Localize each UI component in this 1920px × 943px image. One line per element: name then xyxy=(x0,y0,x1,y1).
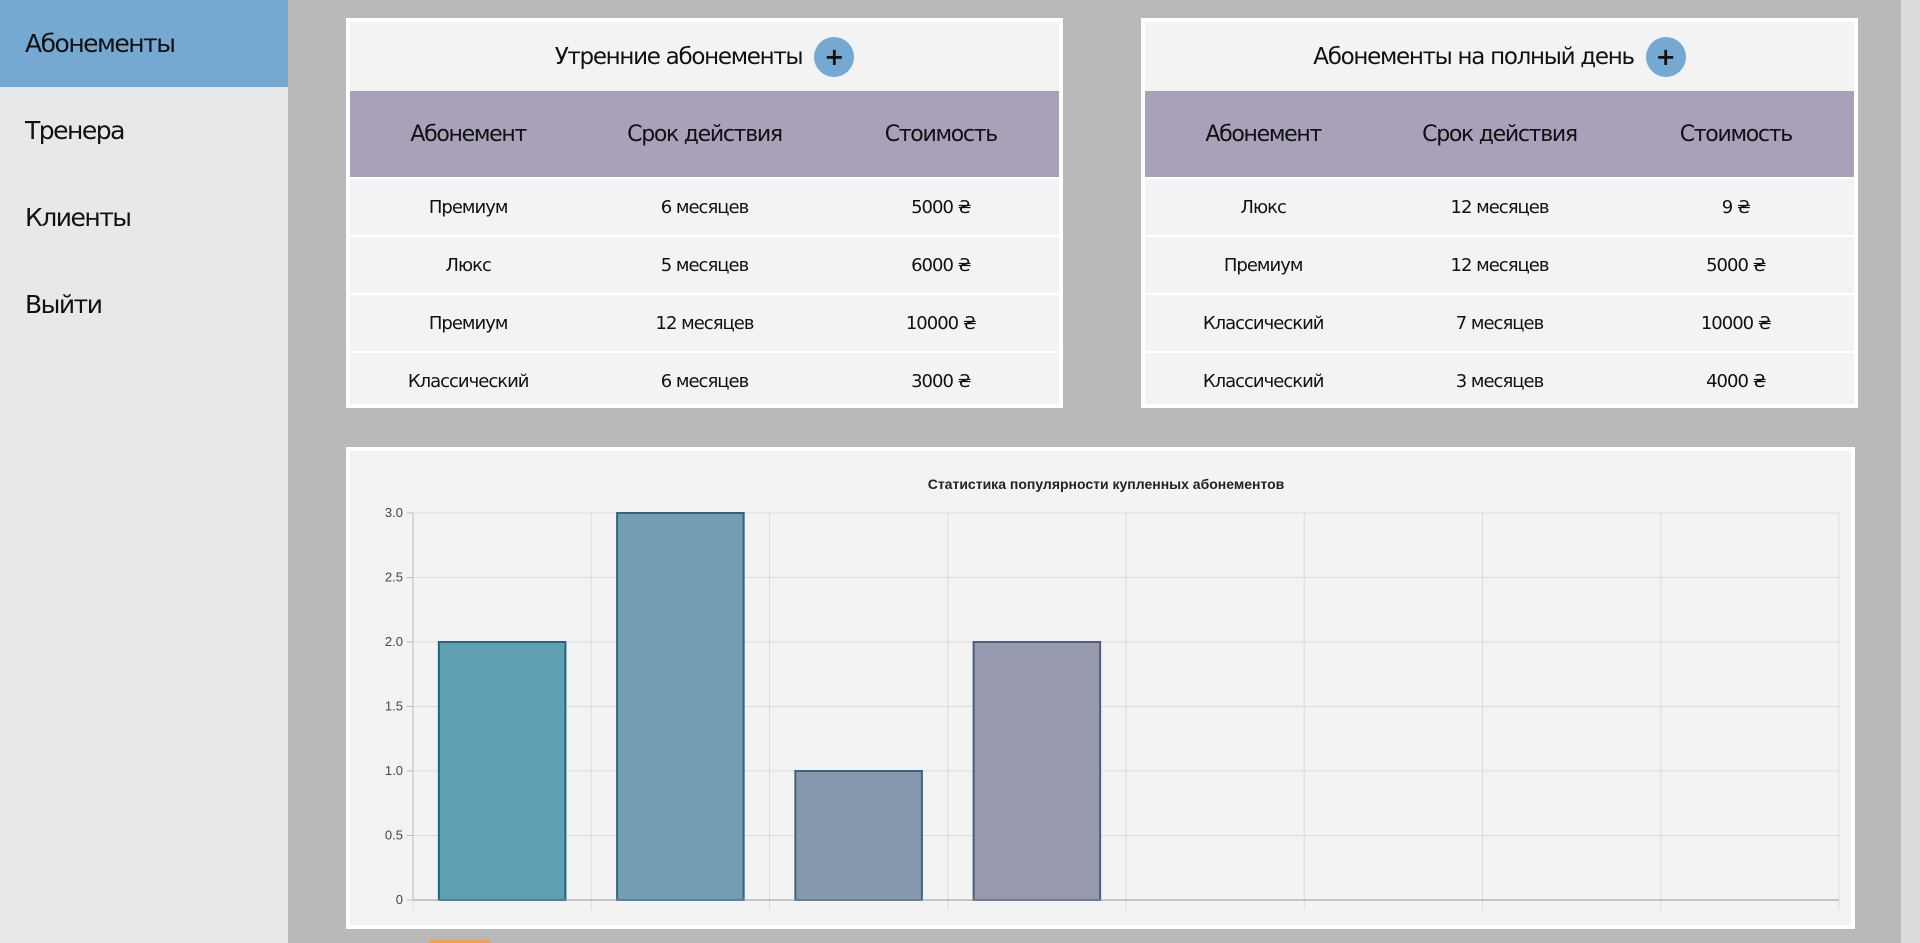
table-row[interactable]: Премиум 12 месяцев 10000 ₴ xyxy=(350,294,1059,352)
cell-price: 6000 ₴ xyxy=(911,254,971,276)
chart-bar xyxy=(972,641,1102,901)
sidebar-item-clients[interactable]: Клиенты xyxy=(25,203,132,232)
table-row[interactable]: Люкс 5 месяцев 6000 ₴ xyxy=(350,236,1059,294)
y-tick-label: 2.0 xyxy=(385,634,403,649)
cell-price: 5000 ₴ xyxy=(1706,254,1766,276)
y-tick-label: 3.0 xyxy=(385,505,403,520)
y-tick-label: 2.5 xyxy=(385,570,403,585)
chart-bar xyxy=(794,770,923,901)
chart-title: Статистика популярности купленных абонем… xyxy=(928,476,1285,492)
cell-price: 5000 ₴ xyxy=(911,196,971,218)
cell-price: 9 ₴ xyxy=(1721,196,1751,218)
cell-price: 3000 ₴ xyxy=(911,371,971,392)
table-row[interactable]: Премиум 12 месяцев 5000 ₴ xyxy=(1145,236,1854,294)
chart-bar xyxy=(616,512,745,901)
y-tick-label: 1.0 xyxy=(385,763,403,778)
cell-subscription: Классический xyxy=(1202,371,1325,392)
cell-subscription: Премиум xyxy=(428,312,509,334)
chart-bars xyxy=(437,512,1102,901)
cell-subscription: Премиум xyxy=(428,196,509,218)
column-header-subscription: Абонемент xyxy=(1205,121,1322,147)
morning-card-header: Утренние абонементы + xyxy=(350,22,1059,91)
sidebar-item-trainers[interactable]: Тренера xyxy=(25,116,125,145)
add-morning-subscription-button[interactable]: + xyxy=(814,36,855,77)
y-tick-label: 0 xyxy=(396,892,403,907)
sidebar-item-logout[interactable]: Выйти xyxy=(25,290,103,319)
popularity-chart: Статистика популярности купленных абонем… xyxy=(385,476,1840,910)
morning-subscriptions-card: Утренние абонементы + Абонемент Срок дей… xyxy=(346,18,1063,408)
chart-bar xyxy=(437,641,567,901)
cell-duration: 5 месяцев xyxy=(660,254,750,276)
plus-icon: + xyxy=(1655,42,1676,71)
table-header-row: Абонемент Срок действия Стоимость xyxy=(1145,91,1854,178)
cell-duration: 12 месяцев xyxy=(1450,196,1550,218)
table-row[interactable]: Премиум 6 месяцев 5000 ₴ xyxy=(350,178,1059,236)
fullday-card-header: Абонементы на полный день + xyxy=(1145,22,1854,91)
cell-duration: 3 месяцев xyxy=(1455,371,1545,392)
sidebar-item-subscriptions[interactable]: Абонементы xyxy=(0,0,288,87)
cell-duration: 12 месяцев xyxy=(655,312,755,334)
cell-subscription: Люкс xyxy=(445,254,491,276)
cell-price: 4000 ₴ xyxy=(1706,371,1766,392)
column-header-duration: Срок действия xyxy=(627,121,783,147)
scroll-indicator xyxy=(430,940,490,943)
table-row[interactable]: Классический 3 месяцев 4000 ₴ xyxy=(1145,352,1854,410)
sidebar: Абонементы Тренера Клиенты Выйти xyxy=(0,0,288,943)
cell-price: 10000 ₴ xyxy=(1700,312,1772,334)
table-header-row: Абонемент Срок действия Стоимость xyxy=(350,91,1059,178)
popularity-chart-card: Статистика популярности купленных абонем… xyxy=(346,447,1855,929)
column-header-price: Стоимость xyxy=(1679,121,1793,147)
morning-subscriptions-table: Абонемент Срок действия Стоимость Премиу… xyxy=(350,91,1059,410)
column-header-subscription: Абонемент xyxy=(410,121,527,147)
cell-subscription: Классический xyxy=(1202,312,1325,334)
fullday-subscriptions-table: Абонемент Срок действия Стоимость Люкс 1… xyxy=(1145,91,1854,410)
morning-card-title: Утренние абонементы xyxy=(554,43,804,70)
cell-duration: 6 месяцев xyxy=(660,196,750,218)
y-tick-label: 0.5 xyxy=(385,828,403,843)
fullday-card-title: Абонементы на полный день xyxy=(1313,43,1635,70)
cell-subscription: Премиум xyxy=(1223,254,1304,276)
chart-axes: 0 0.5 1.0 1.5 2.0 2.5 3.0 xyxy=(385,505,1839,907)
y-tick-label: 1.5 xyxy=(385,699,403,714)
cell-price: 10000 ₴ xyxy=(905,312,977,334)
table-row[interactable]: Классический 6 месяцев 3000 ₴ xyxy=(350,352,1059,410)
column-header-duration: Срок действия xyxy=(1422,121,1578,147)
table-row[interactable]: Люкс 12 месяцев 9 ₴ xyxy=(1145,178,1854,236)
cell-subscription: Люкс xyxy=(1240,196,1286,218)
cell-duration: 7 месяцев xyxy=(1455,312,1545,334)
cell-duration: 6 месяцев xyxy=(660,371,750,392)
cell-duration: 12 месяцев xyxy=(1450,254,1550,276)
add-fullday-subscription-button[interactable]: + xyxy=(1645,36,1686,77)
fullday-subscriptions-card: Абонементы на полный день + Абонемент Ср… xyxy=(1141,18,1858,408)
cell-subscription: Классический xyxy=(407,371,530,392)
column-header-price: Стоимость xyxy=(884,121,998,147)
table-row[interactable]: Классический 7 месяцев 10000 ₴ xyxy=(1145,294,1854,352)
scrollbar-track[interactable] xyxy=(1901,0,1920,943)
plus-icon: + xyxy=(824,42,845,71)
